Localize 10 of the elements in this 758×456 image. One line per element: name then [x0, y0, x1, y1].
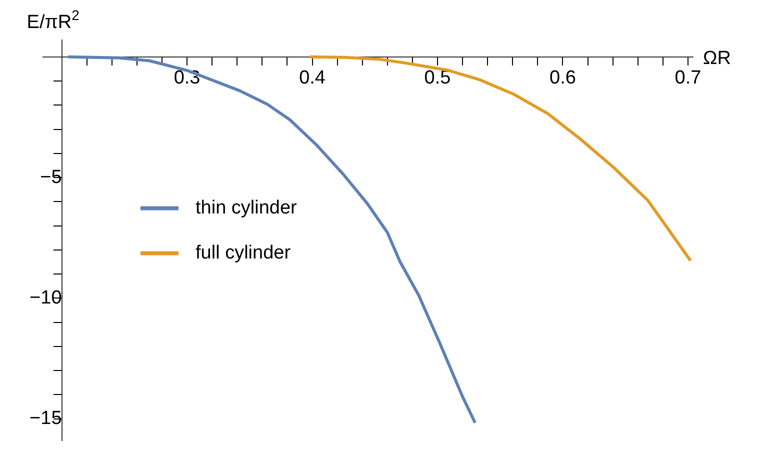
legend-label: thin cylinder: [196, 197, 298, 218]
x-tick-label: 0.4: [299, 68, 326, 89]
x-axis-title: ΩR: [703, 48, 731, 69]
legend-label: full cylinder: [196, 242, 292, 264]
y-tick-label: −10: [30, 287, 62, 308]
x-tick-label: 0.5: [424, 68, 451, 89]
y-tick-label: −5: [40, 166, 62, 188]
x-tick-label: 0.6: [550, 68, 576, 89]
x-tick-label: 0.7: [674, 68, 702, 89]
y-tick-label: −15: [30, 408, 62, 430]
